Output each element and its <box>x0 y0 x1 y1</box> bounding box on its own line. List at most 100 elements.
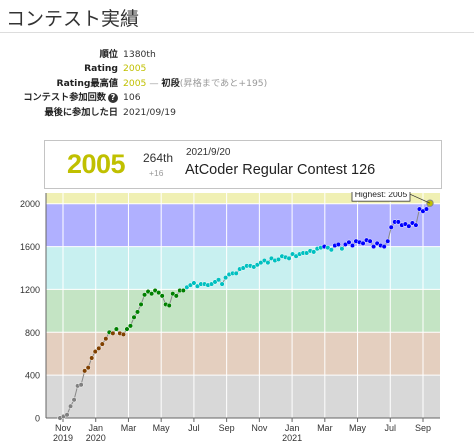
stat-label: Rating <box>84 63 118 75</box>
rating-point <box>127 323 134 329</box>
y-tick-label: 400 <box>25 371 40 381</box>
rating-delta: +16 <box>149 168 164 178</box>
stats-table: 順位 1380th Rating 2005 Rating最高値 2005 — 初… <box>0 48 474 120</box>
stat-value: 2005 — 初段(昇格まであと+195) <box>123 77 267 91</box>
stat-label: コンテスト参加回数? <box>23 91 118 105</box>
stat-row-rank: 順位 1380th <box>0 48 474 62</box>
rating-point <box>99 341 105 347</box>
contest-name[interactable]: AtCoder Regular Contest 126 <box>185 162 376 178</box>
rating-point <box>311 249 317 255</box>
rating-band-green-band <box>46 289 440 333</box>
rating-point <box>406 223 412 229</box>
rating-band-gray-band <box>46 375 440 418</box>
rating-point <box>166 302 172 309</box>
rating-point <box>64 412 70 418</box>
rating-point <box>159 293 165 299</box>
rating-point <box>71 397 77 403</box>
title-divider <box>0 32 474 33</box>
rating-point <box>78 382 84 388</box>
rating-point <box>156 290 162 296</box>
promotion-note: (昇格まであと+195) <box>179 77 268 89</box>
rating-point <box>216 277 222 283</box>
rating-point <box>85 365 91 371</box>
rating-band-brown-band <box>46 332 440 376</box>
x-tick-label: Jan <box>88 423 103 433</box>
rating-point <box>219 281 225 287</box>
question-circle-icon[interactable]: ? <box>108 93 118 104</box>
highest-rating-point <box>426 199 434 207</box>
x-tick-label: Sep <box>415 423 431 433</box>
rating-point <box>120 331 126 337</box>
rating-point <box>124 326 130 332</box>
rating-point <box>92 349 98 355</box>
rating-point <box>388 224 394 230</box>
stat-label-text: コンテスト参加回数 <box>23 92 106 104</box>
rating-band-blue-band <box>46 203 440 247</box>
stat-row-contest-count: コンテスト参加回数? 106 <box>0 91 474 105</box>
x-tick-year-label: 2019 <box>53 433 73 442</box>
x-tick-label: Sep <box>219 423 235 433</box>
highest-tooltip-text: Highest: 2005 <box>355 192 408 199</box>
x-tick-label: Nov <box>251 423 268 433</box>
x-tick-label: Mar <box>121 423 137 433</box>
rating-point <box>395 219 401 225</box>
stat-value: 2021/09/19 <box>123 106 176 118</box>
highest-rating-value: 2005 <box>123 77 147 89</box>
stat-label: 順位 <box>99 49 118 60</box>
x-tick-label: May <box>349 423 367 433</box>
rating-point <box>233 270 239 276</box>
rating-point <box>138 301 144 307</box>
rating-point <box>191 280 197 286</box>
rating-point <box>113 326 119 332</box>
rating-point <box>142 292 148 298</box>
stat-row-last-participated: 最後に参加した日 2021/09/19 <box>0 106 474 120</box>
rating-point <box>385 238 391 244</box>
rating-band-yellow-band <box>46 193 440 204</box>
rating-point <box>173 293 179 299</box>
rating-point <box>149 291 155 297</box>
contest-card[interactable]: 2005 264th +16 2021/9/20 AtCoder Regular… <box>44 140 442 189</box>
rating-point <box>110 330 116 336</box>
y-tick-label: 800 <box>25 328 40 338</box>
rating-point <box>275 256 282 262</box>
x-tick-year-label: 2020 <box>86 433 106 442</box>
rating-point <box>103 336 109 342</box>
rating-point <box>371 244 377 250</box>
rating-point <box>265 260 271 266</box>
contest-rank: 264th <box>143 151 174 165</box>
stat-label: 最後に参加した日 <box>44 106 119 118</box>
page-title: コンテスト実績 <box>6 8 140 30</box>
x-tick-label: Jul <box>385 423 397 433</box>
tooltip-pointer <box>409 193 431 204</box>
rating-point <box>89 355 95 361</box>
rating-point <box>286 255 292 261</box>
rating-point <box>134 309 141 315</box>
rating-point <box>381 244 387 250</box>
rating-point <box>328 247 334 253</box>
y-tick-label: 2000 <box>20 199 40 209</box>
stat-label: Rating最高値 <box>56 77 119 89</box>
rating-point <box>96 345 102 351</box>
stat-value: 2005 <box>123 63 147 75</box>
x-tick-label: Jan <box>285 423 300 433</box>
rating-point <box>339 246 345 252</box>
stat-value: 1380th <box>123 49 156 60</box>
rating-point <box>413 222 419 228</box>
dash: — <box>149 77 159 89</box>
rating-point <box>360 240 366 246</box>
rating-point <box>82 368 88 374</box>
rating-point <box>131 314 137 320</box>
y-tick-label: 1600 <box>20 242 40 252</box>
contest-rating: 2005 <box>67 149 126 179</box>
y-tick-label: 1200 <box>20 285 40 295</box>
rating-point <box>223 275 229 281</box>
rating-point <box>346 239 352 245</box>
x-tick-label: Nov <box>55 423 72 433</box>
x-tick-year-label: 2021 <box>282 433 302 442</box>
rating-point <box>367 238 373 244</box>
stat-value: 106 <box>123 92 141 104</box>
rating-point <box>68 403 74 409</box>
stat-row-rating: Rating 2005 <box>0 62 474 76</box>
x-tick-label: Jul <box>188 423 200 433</box>
